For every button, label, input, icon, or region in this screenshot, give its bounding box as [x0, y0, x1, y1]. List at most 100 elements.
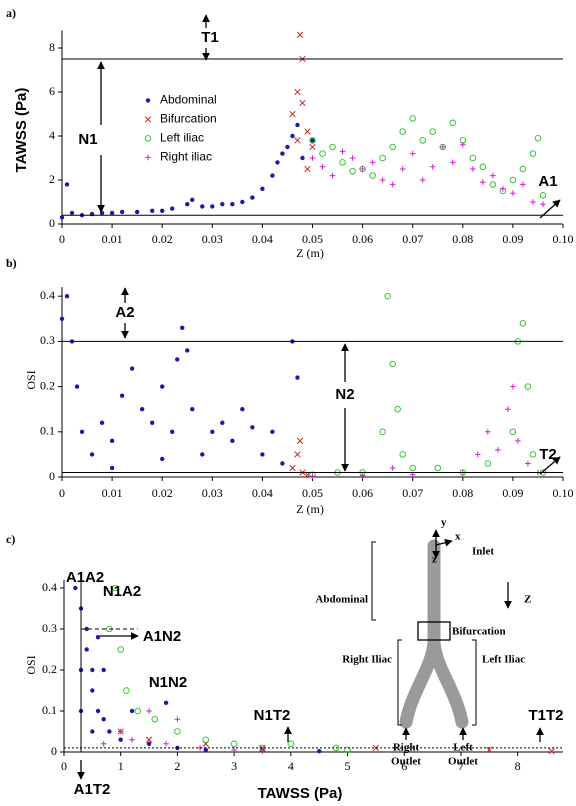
x-tick-label: 0.06: [352, 486, 373, 500]
point: [294, 137, 301, 144]
inset-label: x: [455, 531, 461, 543]
x-tick-label: 1: [118, 759, 124, 773]
inset-label: Outlet: [391, 756, 421, 768]
point: [329, 143, 336, 151]
point: [429, 128, 436, 135]
point: [349, 167, 356, 175]
point: [525, 460, 531, 467]
point: [359, 166, 366, 172]
artery: [399, 539, 441, 729]
point: [64, 182, 70, 187]
point: [485, 429, 491, 435]
point: [160, 456, 165, 462]
point: [151, 715, 158, 723]
point: [309, 137, 316, 144]
point: [389, 360, 396, 368]
point: [95, 708, 101, 714]
point: [100, 741, 107, 747]
point: [95, 635, 101, 640]
x-tick-label: 0.03: [202, 232, 223, 246]
point: [475, 451, 481, 458]
point: [399, 166, 406, 172]
annotation: N1: [78, 131, 97, 148]
point: [200, 452, 205, 457]
annotation: A2: [115, 304, 134, 321]
point: [500, 186, 506, 192]
y-tick-label: 0: [49, 216, 55, 230]
point: [287, 740, 295, 748]
point: [449, 119, 457, 127]
point: [109, 210, 115, 216]
point: [384, 292, 391, 300]
bracket: [472, 639, 477, 726]
annotation: N1A2: [103, 583, 141, 600]
point: [449, 159, 456, 166]
x-tick-label: 0: [59, 232, 65, 246]
panel-label: b): [6, 256, 17, 270]
annotation: A1T2: [74, 781, 111, 798]
x-tick-label: 0.04: [252, 232, 273, 246]
point: [534, 134, 542, 142]
point: [309, 473, 316, 479]
x-tick-label: 7: [458, 759, 464, 773]
point: [319, 164, 326, 170]
inset-label: Outlet: [448, 756, 478, 768]
point: [119, 209, 125, 215]
point: [470, 166, 476, 172]
point: [59, 316, 65, 321]
arrow: [539, 199, 561, 219]
point: [129, 736, 135, 743]
point: [160, 208, 165, 213]
x-tick-label: 4: [288, 759, 294, 773]
point: [439, 144, 446, 150]
point: [359, 472, 366, 479]
y-axis-label: OSI: [24, 655, 38, 674]
x-tick-label: 0.08: [452, 232, 473, 246]
y-tick-label: 0: [51, 744, 57, 758]
x-tick-label: 0.07: [402, 486, 423, 500]
x-tick-label: 0.06: [352, 232, 373, 246]
point: [479, 163, 487, 171]
point: [99, 420, 105, 425]
point: [74, 384, 80, 389]
point: [316, 748, 322, 754]
point: [460, 142, 466, 148]
point: [296, 437, 304, 444]
point: [280, 461, 285, 466]
point: [389, 143, 396, 151]
arrow: [435, 538, 453, 547]
inset-label: Left Iliac: [482, 654, 525, 666]
x-tick-label: 0: [61, 759, 67, 773]
artery: [427, 633, 469, 729]
point: [89, 452, 95, 457]
point: [84, 626, 89, 632]
x-tick-label: 0.07: [402, 232, 423, 246]
point: [118, 737, 123, 742]
point: [434, 464, 442, 472]
point: [290, 133, 295, 139]
y-tick-label: 0: [49, 469, 55, 483]
point: [250, 195, 255, 200]
point: [203, 747, 208, 753]
arrow: [539, 456, 561, 475]
y-axis-label: OSI: [24, 370, 38, 389]
inset-label: Right: [393, 742, 420, 754]
point: [185, 202, 190, 207]
x-tick-label: 0.02: [152, 486, 173, 500]
point: [490, 172, 496, 179]
point: [349, 155, 356, 161]
point: [344, 746, 351, 754]
point: [419, 137, 426, 144]
point: [119, 393, 125, 398]
point: [134, 707, 141, 715]
point: [409, 115, 416, 122]
x-tick-label: 0.09: [502, 232, 523, 246]
point: [64, 294, 70, 299]
point: [270, 173, 275, 178]
point: [294, 451, 301, 458]
point: [289, 464, 296, 472]
inset-label: Inlet: [472, 546, 494, 558]
point: [230, 438, 235, 444]
point: [300, 155, 305, 161]
